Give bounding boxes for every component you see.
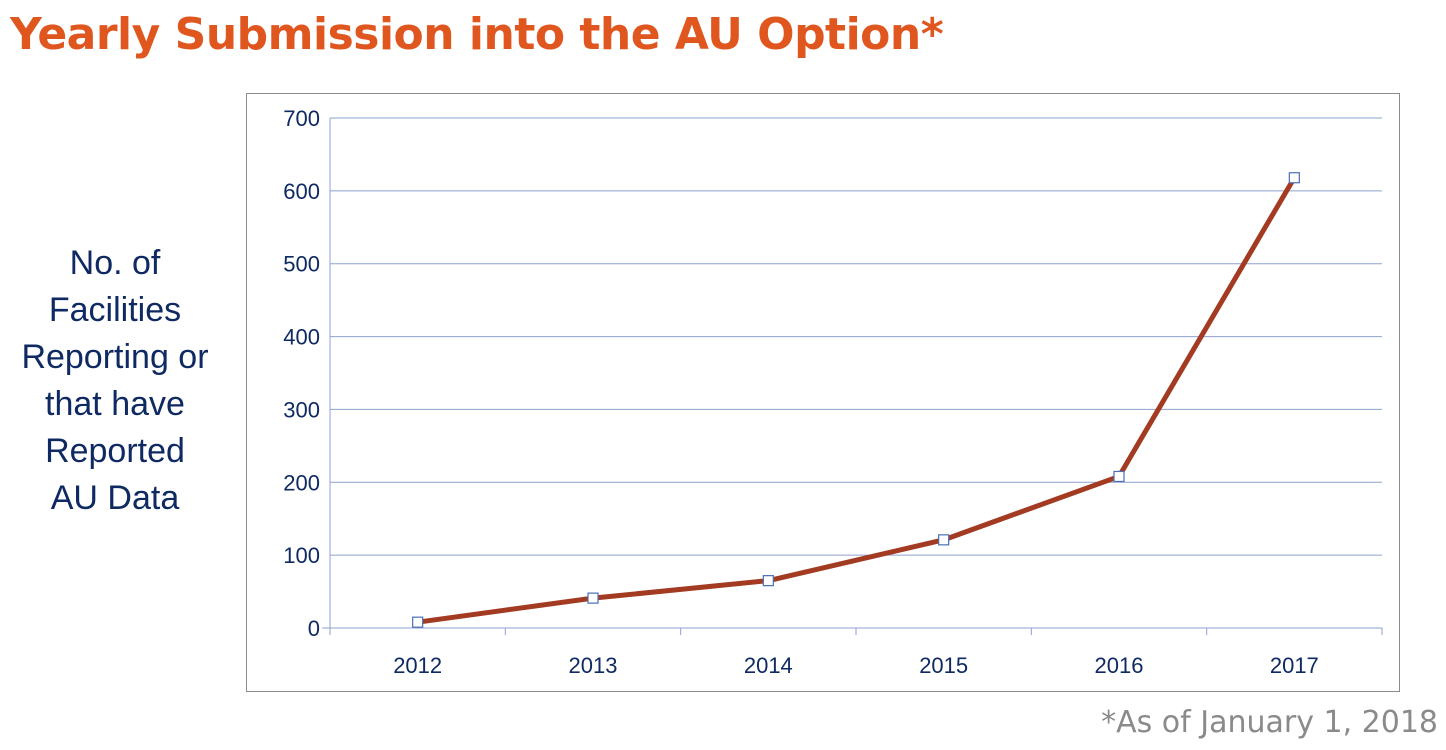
y-tick-label: 0 (308, 616, 320, 641)
y-tick-label: 300 (283, 397, 320, 422)
x-tick-label: 2014 (744, 653, 793, 678)
footnote: *As of January 1, 2018 (1101, 705, 1438, 740)
slide-title: Yearly Submission into the AU Option* (10, 9, 944, 60)
y-tick-label: 400 (283, 325, 320, 350)
axis-layer (322, 118, 1383, 635)
y-axis-label-line: Reporting or (21, 338, 209, 376)
y-tick-label: 100 (283, 543, 320, 568)
y-axis-label-line: Facilities (48, 291, 182, 329)
series-layer (412, 172, 1300, 628)
y-axis-label-line: that have (45, 385, 185, 423)
grid-layer (330, 117, 1382, 556)
data-point-marker (1288, 172, 1300, 184)
x-tick-label: 2013 (569, 653, 618, 678)
data-point-marker (938, 534, 950, 546)
y-axis-label-line: Reported (45, 432, 185, 470)
chart-frame (246, 93, 1400, 692)
data-point-marker (587, 592, 599, 604)
y-axis-label: No. of Facilities Reporting or that have… (0, 240, 230, 522)
y-tick-label: 200 (283, 470, 320, 495)
data-point-marker (1113, 470, 1125, 483)
y-axis-label-line: AU Data (50, 479, 180, 517)
y-tick-label: 700 (283, 106, 320, 131)
data-point-marker (412, 616, 424, 628)
x-tick-label: 2012 (393, 653, 442, 678)
series-line (415, 175, 1297, 625)
data-point-marker (762, 575, 774, 587)
x-tick-label: 2016 (1095, 653, 1144, 678)
y-tick-label: 500 (283, 252, 320, 277)
x-tick-label: 2015 (919, 653, 968, 678)
label-layer: 0 100 200 300 400 500 600 700 2012 2013 2014 2015 20… (283, 106, 1319, 678)
x-tick-label: 2017 (1270, 653, 1319, 678)
y-axis-label-line: No. of (69, 244, 161, 282)
y-tick-label: 600 (283, 179, 320, 204)
